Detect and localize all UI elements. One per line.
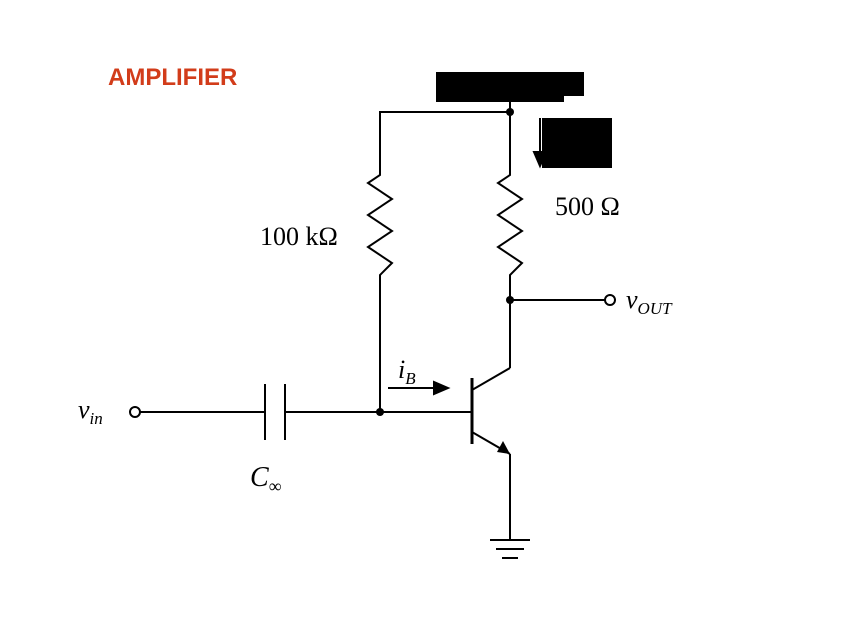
node-vout [506, 296, 514, 304]
label-r1: 100 kΩ [260, 222, 338, 251]
terminal-vout [605, 295, 615, 305]
label-cinf: C∞ [250, 462, 282, 496]
current-arrow-ib [388, 382, 448, 394]
label-r2: 500 Ω [555, 192, 620, 221]
terminals [130, 295, 615, 417]
resistor-r2 [498, 160, 522, 300]
resistor-r1 [368, 160, 392, 300]
capacitor-cinf [265, 384, 285, 440]
label-vout: vOUT [626, 285, 673, 318]
terminal-vin [130, 407, 140, 417]
bjt-transistor [472, 368, 510, 454]
nodes [376, 108, 514, 416]
redacted-blocks [436, 72, 612, 168]
node-base [376, 408, 384, 416]
label-ib: iB [398, 355, 416, 388]
diagram-title: AMPLIFIER [108, 64, 237, 91]
circuit-diagram: AMPLIFIER [0, 0, 866, 624]
node-vcc [506, 108, 514, 116]
wire-group [140, 90, 605, 540]
label-vin: vin [78, 395, 103, 428]
ground-symbol [490, 540, 530, 558]
